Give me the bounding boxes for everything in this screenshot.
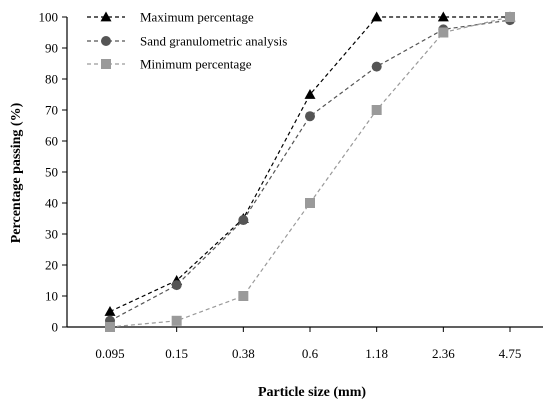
y-tick-label: 100 (39, 10, 59, 25)
data-point (437, 11, 449, 22)
y-tick-label: 20 (45, 258, 58, 273)
legend-item-2: Sand granulometric analysis (87, 34, 287, 49)
y-tick-label: 80 (45, 72, 58, 87)
data-point (105, 322, 115, 332)
x-tick-label: 0.095 (95, 346, 124, 361)
x-tick-label: 4.75 (499, 346, 522, 361)
data-point (171, 315, 182, 326)
data-point (171, 280, 182, 291)
data-point (371, 11, 383, 22)
series-layer (104, 11, 516, 332)
legend-marker (100, 11, 112, 22)
x-tick-label: 0.15 (165, 346, 188, 361)
data-point (305, 198, 315, 208)
x-tick-label: 1.18 (365, 346, 388, 361)
y-axis-title: Percentage passing (%) (9, 102, 24, 243)
legend-marker (101, 36, 111, 46)
legend-item-1: Maximum percentage (87, 10, 254, 25)
legend-label: Minimum percentage (140, 57, 252, 72)
legend-marker (101, 59, 111, 69)
y-tick-label: 10 (45, 289, 58, 304)
data-point (438, 27, 449, 38)
y-tick-label: 70 (45, 103, 58, 118)
legend-label: Maximum percentage (140, 10, 254, 25)
data-point (304, 89, 316, 99)
y-tick-label: 30 (45, 227, 58, 242)
axes: 0 10 20 30 40 50 60 70 80 90 100 0.095 0.15 0.38 0.6 1.… (39, 10, 543, 361)
data-point (104, 306, 116, 316)
x-axis-title: Particle size (mm) (258, 385, 366, 400)
legend: Maximum percentage Sand granulometric ana… (87, 10, 287, 72)
x-tick-label: 0.6 (302, 346, 319, 361)
x-tick-label: 0.38 (232, 346, 255, 361)
y-tick-label: 40 (45, 196, 58, 211)
data-point (305, 111, 315, 122)
legend-label: Sand granulometric analysis (140, 34, 287, 49)
data-point (371, 61, 382, 72)
legend-item-3: Minimum percentage (87, 57, 252, 72)
y-tick-label: 60 (45, 134, 58, 149)
data-point (238, 215, 249, 226)
y-tick-label: 0 (52, 320, 59, 335)
data-point (505, 12, 515, 22)
y-tick-label: 90 (45, 41, 58, 56)
data-point (371, 105, 382, 115)
x-tick-label: 2.36 (432, 346, 455, 361)
y-tick-label: 50 (45, 165, 58, 180)
data-point (238, 291, 249, 301)
series-3 (105, 12, 515, 332)
